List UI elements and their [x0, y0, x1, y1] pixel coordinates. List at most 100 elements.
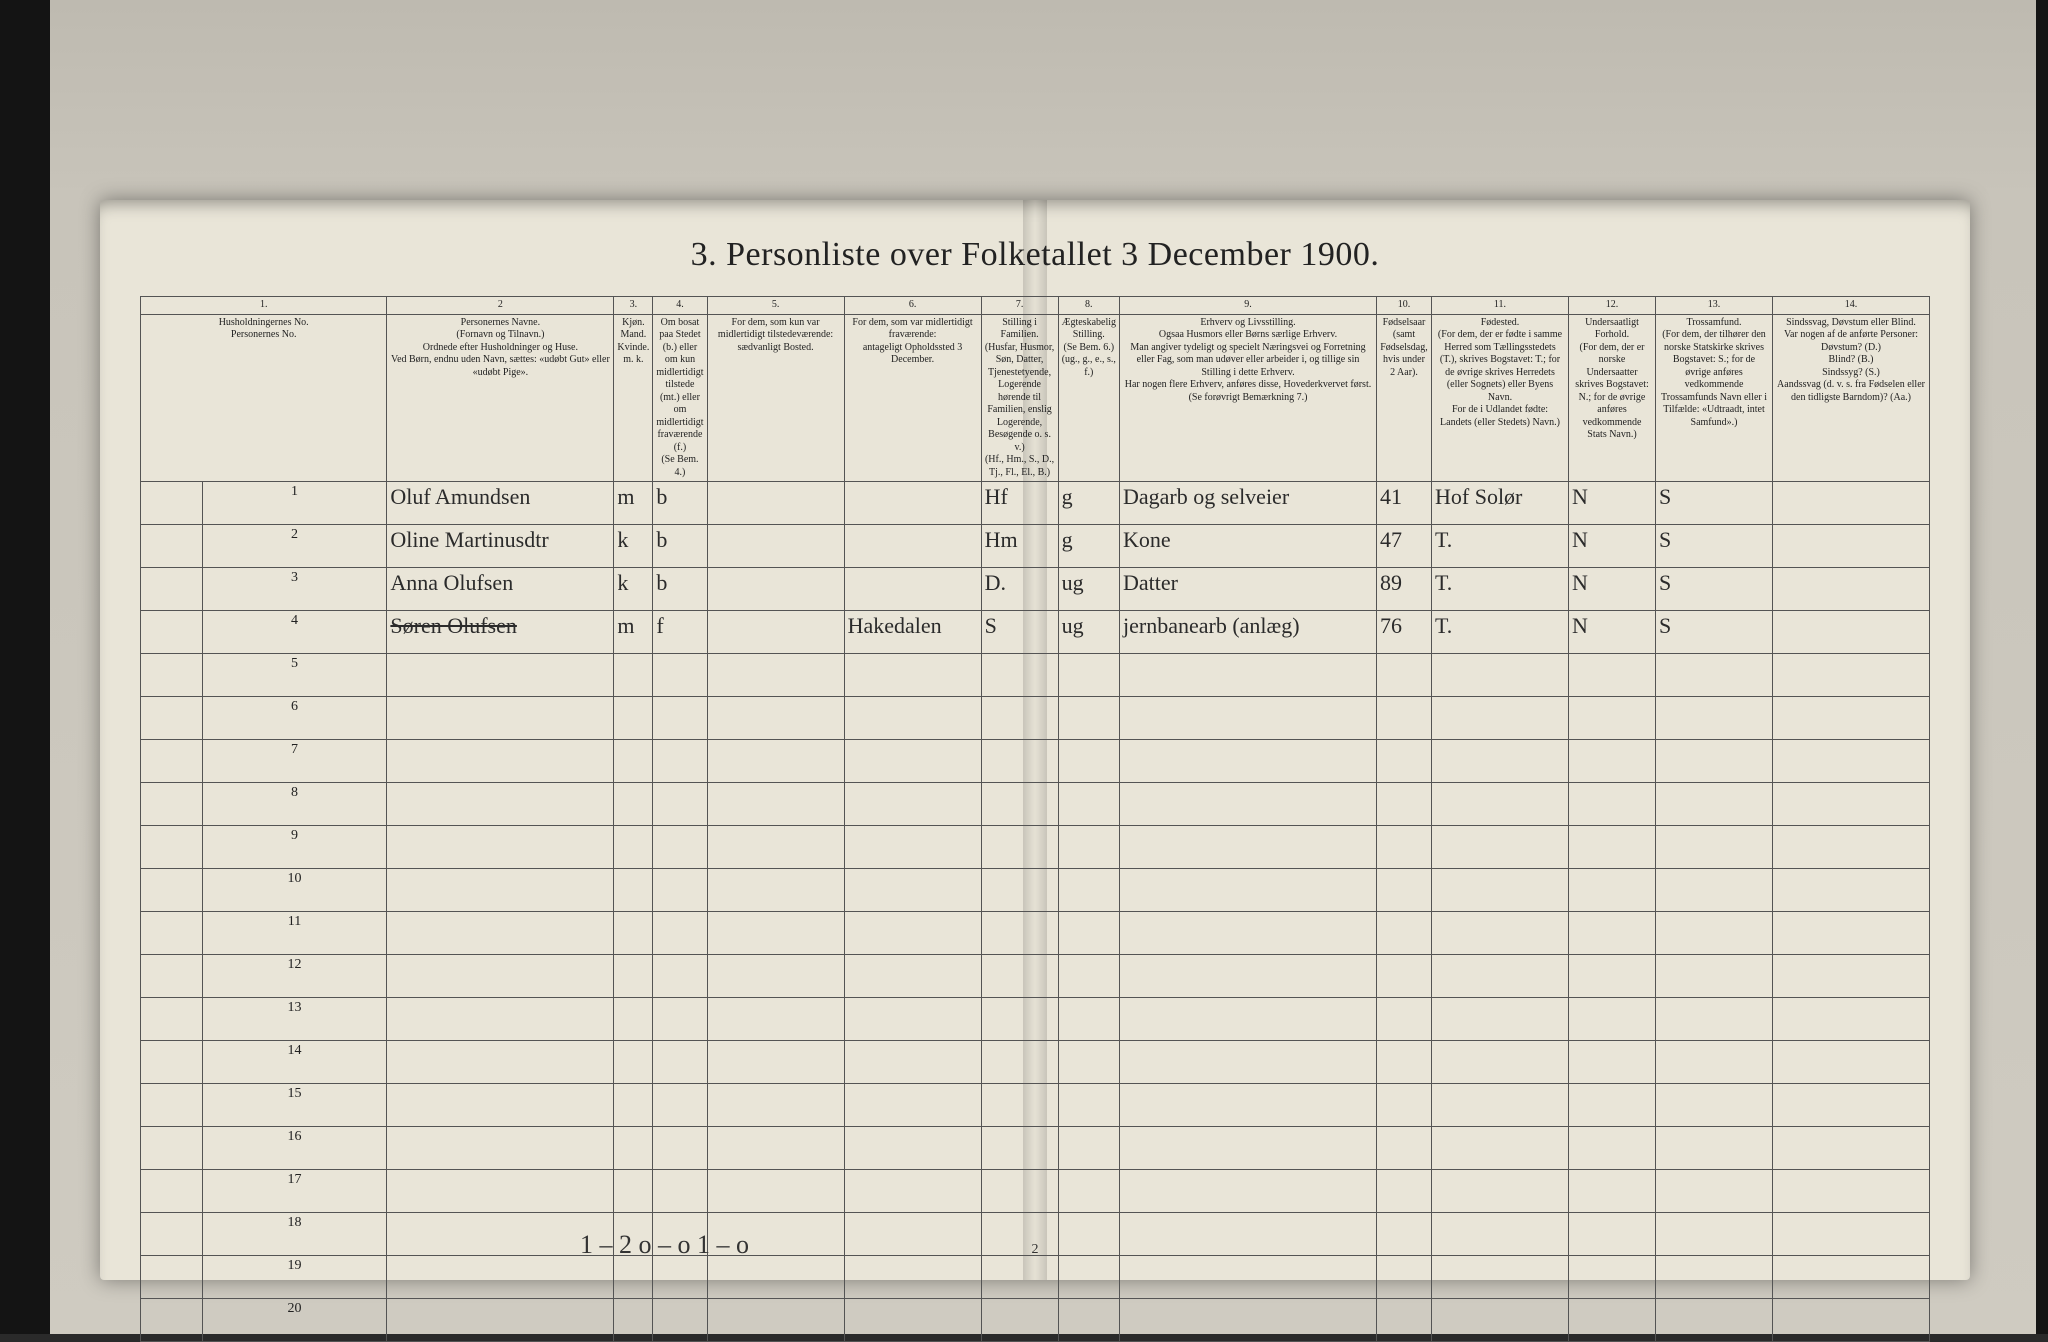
- cell-empty: [1120, 1256, 1377, 1299]
- household-no: [141, 826, 203, 869]
- col-head-5: For dem, som kun var midlertidigt tilste…: [707, 314, 844, 482]
- cell-c14: [1773, 482, 1930, 525]
- cell-empty: [653, 1170, 707, 1213]
- col-num-13: 13.: [1656, 297, 1773, 315]
- cell-empty: [1377, 826, 1432, 869]
- household-no: [141, 1041, 203, 1084]
- household-no: [141, 955, 203, 998]
- person-no: 8: [202, 783, 387, 826]
- household-no: [141, 998, 203, 1041]
- cell-empty: [1656, 1127, 1773, 1170]
- cell-empty: [614, 869, 653, 912]
- cell-empty: [1120, 1170, 1377, 1213]
- cell-empty: [653, 1299, 707, 1342]
- cell-empty: [614, 955, 653, 998]
- cell-empty: [1656, 998, 1773, 1041]
- cell-nat: N: [1569, 482, 1656, 525]
- cell-empty: [844, 912, 981, 955]
- cell-empty: [707, 740, 844, 783]
- cell-empty: [707, 1170, 844, 1213]
- cell-empty: [614, 1084, 653, 1127]
- cell-empty: [981, 1127, 1058, 1170]
- col-head-14: Sindssvag, Døvstum eller Blind. Var noge…: [1773, 314, 1930, 482]
- cell-empty: [614, 1170, 653, 1213]
- cell-empty: [1773, 1041, 1930, 1084]
- cell-c14: [1773, 525, 1930, 568]
- cell-birthplace: T.: [1432, 611, 1569, 654]
- cell-empty: [707, 912, 844, 955]
- table-row: 16: [141, 1127, 1930, 1170]
- cell-empty: [707, 1041, 844, 1084]
- table-row: 19: [141, 1256, 1930, 1299]
- cell-rel: S: [1656, 482, 1773, 525]
- cell-birthplace: T.: [1432, 525, 1569, 568]
- cell-c5: [707, 525, 844, 568]
- cell-empty: [981, 1084, 1058, 1127]
- person-no: 5: [202, 654, 387, 697]
- cell-empty: [1569, 955, 1656, 998]
- cell-empty: [614, 654, 653, 697]
- cell-c6: [844, 482, 981, 525]
- table-row: 12: [141, 955, 1930, 998]
- cell-empty: [981, 998, 1058, 1041]
- col-num-8: 8.: [1058, 297, 1119, 315]
- cell-fam: Hm: [981, 525, 1058, 568]
- table-row: 8: [141, 783, 1930, 826]
- person-no: 13: [202, 998, 387, 1041]
- household-no: [141, 697, 203, 740]
- cell-name: Oline Martinusdtr: [387, 525, 614, 568]
- cell-empty: [844, 869, 981, 912]
- cell-empty: [1656, 869, 1773, 912]
- cell-empty: [387, 826, 614, 869]
- cell-empty: [1773, 826, 1930, 869]
- cell-empty: [1058, 869, 1119, 912]
- cell-empty: [1656, 1299, 1773, 1342]
- col-head-3: Kjøn. Mand. Kvinde. m. k.: [614, 314, 653, 482]
- cell-empty: [653, 955, 707, 998]
- cell-empty: [707, 998, 844, 1041]
- cell-empty: [1058, 654, 1119, 697]
- cell-c6: [844, 525, 981, 568]
- cell-c14: [1773, 568, 1930, 611]
- cell-empty: [1656, 697, 1773, 740]
- cell-rel: S: [1656, 525, 1773, 568]
- table-row: 6: [141, 697, 1930, 740]
- col-head-10: Fødselsaar (samt Fødselsdag, hvis under …: [1377, 314, 1432, 482]
- cell-empty: [1120, 826, 1377, 869]
- person-no: 14: [202, 1041, 387, 1084]
- cell-empty: [387, 912, 614, 955]
- cell-empty: [1656, 1041, 1773, 1084]
- cell-empty: [1120, 1041, 1377, 1084]
- col-num-4: 4.: [653, 297, 707, 315]
- cell-empty: [1120, 869, 1377, 912]
- table-row: 3Anna OlufsenkbD.ugDatter89T.NS: [141, 568, 1930, 611]
- col-head-11: Fødested. (For dem, der er fødte i samme…: [1432, 314, 1569, 482]
- household-no: [141, 1170, 203, 1213]
- cell-empty: [614, 1299, 653, 1342]
- cell-empty: [387, 1170, 614, 1213]
- table-body: 1Oluf AmundsenmbHfgDagarb og selveier41H…: [141, 482, 1930, 1342]
- cell-empty: [981, 1299, 1058, 1342]
- cell-empty: [1120, 912, 1377, 955]
- cell-empty: [1058, 826, 1119, 869]
- cell-empty: [1377, 869, 1432, 912]
- col-head-13: Trossamfund. (For dem, der tilhører den …: [1656, 314, 1773, 482]
- household-no: [141, 783, 203, 826]
- col-num-12: 12.: [1569, 297, 1656, 315]
- cell-empty: [707, 783, 844, 826]
- handwritten-footnote: 1 – 2 o – o 1 – o: [580, 1230, 749, 1260]
- cell-mar: ug: [1058, 568, 1119, 611]
- col-head-2: Personernes Navne. (Fornavn og Tilnavn.)…: [387, 314, 614, 482]
- cell-fam: S: [981, 611, 1058, 654]
- table-row: 4Søren OlufsenmfHakedalenSugjernbanearb …: [141, 611, 1930, 654]
- cell-empty: [653, 654, 707, 697]
- cell-occ: Kone: [1120, 525, 1377, 568]
- col-num-3: 3.: [614, 297, 653, 315]
- cell-empty: [707, 654, 844, 697]
- cell-empty: [844, 826, 981, 869]
- cell-c6: Hakedalen: [844, 611, 981, 654]
- page-title: 3. Personliste over Folketallet 3 Decemb…: [100, 236, 1970, 274]
- cell-empty: [387, 783, 614, 826]
- cell-empty: [1377, 998, 1432, 1041]
- cell-empty: [387, 1256, 614, 1299]
